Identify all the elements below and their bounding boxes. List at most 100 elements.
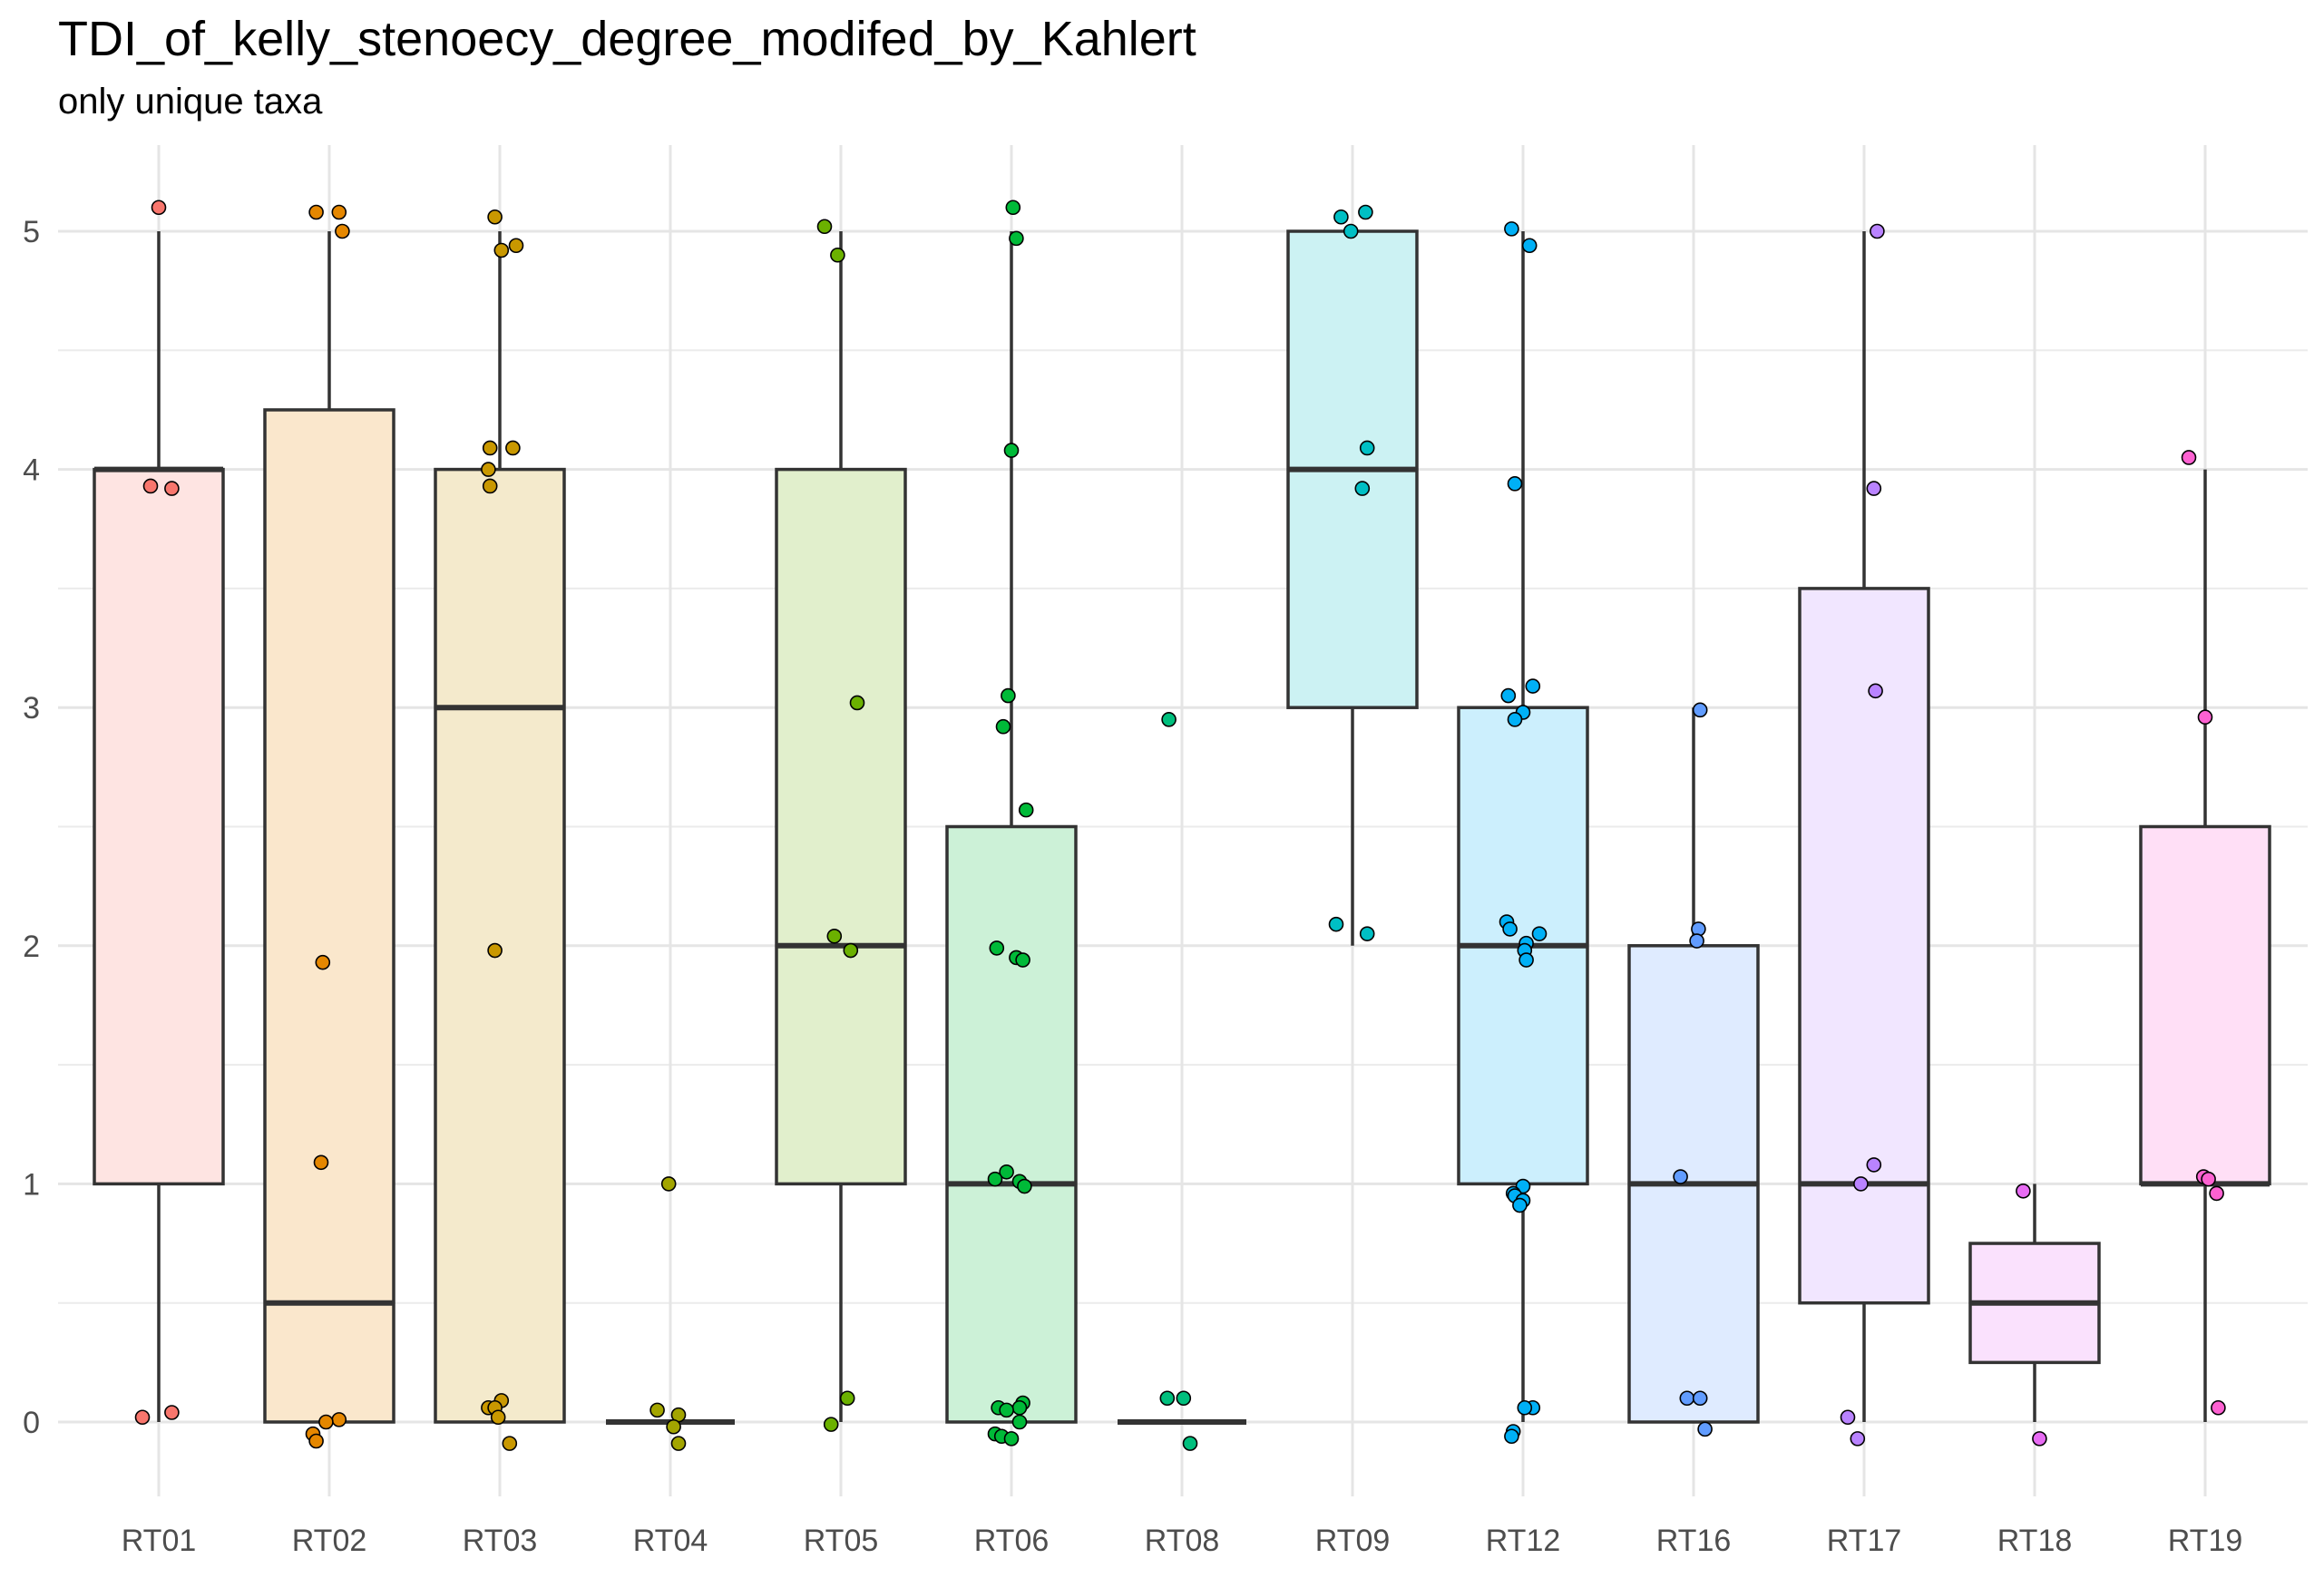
data-point [1003, 1431, 1020, 1446]
data-point [1328, 916, 1344, 932]
data-point [1003, 443, 1020, 458]
data-point [487, 209, 503, 225]
data-point [1866, 481, 1882, 496]
data-point [1697, 1421, 1713, 1437]
data-point [1500, 687, 1517, 704]
x-tick-label: RT17 [1827, 1524, 1902, 1558]
tick-labels-layer: 0 1 2 3 4 5 RT01 RT02 RT03 RT04 RT05 RT06 RT08 RT09 RT… [23, 215, 2242, 1558]
data-point [823, 1417, 839, 1432]
data-point [1182, 1436, 1198, 1451]
data-point [989, 940, 1005, 956]
data-point [2197, 709, 2213, 726]
data-point [839, 1390, 855, 1407]
data-point [1343, 223, 1359, 239]
data-point [1525, 678, 1541, 694]
data-point [1507, 476, 1523, 492]
data-point [502, 1436, 518, 1451]
data-point [508, 238, 524, 254]
y-tick-label: 0 [23, 1406, 40, 1440]
data-point [995, 718, 1011, 735]
data-point [308, 204, 324, 220]
x-tick-label: RT04 [633, 1524, 708, 1558]
data-point [2032, 1431, 2047, 1446]
y-tick-label: 3 [23, 691, 40, 726]
data-point [1689, 933, 1704, 949]
data-point [1673, 1169, 1688, 1184]
data-point [666, 1418, 681, 1435]
data-point [999, 1164, 1014, 1180]
data-point [142, 478, 159, 494]
points-layer [134, 200, 2226, 1451]
data-point [649, 1402, 665, 1418]
data-point [313, 1154, 329, 1171]
data-point [1018, 802, 1034, 818]
data-point [1015, 952, 1030, 968]
data-point [1692, 1390, 1708, 1407]
data-point [1161, 712, 1177, 727]
data-point [1011, 1414, 1028, 1430]
data-point [331, 1412, 347, 1427]
data-point [335, 223, 350, 239]
x-tick-label: RT18 [1997, 1524, 2073, 1558]
data-point [487, 942, 503, 959]
data-point [490, 1409, 506, 1426]
data-point [1840, 1409, 1856, 1426]
data-point [1358, 204, 1373, 220]
data-point [1521, 238, 1538, 254]
data-point [1517, 1399, 1533, 1416]
data-point [2209, 1185, 2224, 1202]
data-point [1518, 952, 1534, 968]
data-point [1868, 683, 1883, 699]
data-point [2181, 450, 2197, 465]
x-tick-label: RT09 [1315, 1524, 1391, 1558]
x-tick-label: RT05 [804, 1524, 879, 1558]
data-point [1001, 687, 1016, 704]
data-point [1359, 926, 1375, 941]
data-point [1502, 921, 1518, 937]
box-RT02 [263, 408, 395, 1424]
data-point [2211, 1399, 2226, 1416]
data-point [1176, 1390, 1192, 1407]
box-RT01 [93, 467, 225, 1186]
data-point [987, 1171, 1003, 1187]
box-RT17 [1798, 587, 1930, 1305]
box-RT19 [2139, 824, 2271, 1186]
y-tick-label: 4 [23, 453, 40, 488]
data-point [2016, 1183, 2031, 1199]
data-point [134, 1409, 151, 1426]
data-point [1009, 230, 1024, 247]
y-tick-label: 5 [23, 215, 40, 249]
box-RT06 [945, 824, 1078, 1424]
data-point [1359, 440, 1375, 456]
x-tick-label: RT02 [292, 1524, 367, 1558]
data-point [660, 1176, 677, 1192]
data-point [308, 1433, 324, 1449]
data-point [493, 242, 510, 258]
data-point [1870, 223, 1885, 239]
data-point [151, 200, 167, 216]
data-point [1512, 1197, 1528, 1213]
data-point [164, 481, 180, 496]
data-point [1333, 209, 1349, 225]
box-RT05 [775, 467, 907, 1186]
chart-title: TDI_of_kelly_stenoecy_degree_modifed_by_… [58, 12, 1196, 66]
data-point [999, 1402, 1014, 1418]
data-point [2201, 1171, 2216, 1187]
data-point [1504, 221, 1519, 237]
chart-subtitle: only unique taxa [58, 82, 323, 122]
data-point [331, 204, 347, 220]
data-point [482, 478, 498, 494]
data-point [1850, 1431, 1866, 1446]
data-point [1504, 1428, 1519, 1445]
x-tick-label: RT01 [122, 1524, 197, 1558]
data-point [826, 928, 843, 944]
data-point [315, 954, 331, 970]
x-tick-label: RT12 [1486, 1524, 1561, 1558]
data-point [164, 1405, 180, 1420]
boxes-layer [93, 229, 2271, 1425]
data-point [1017, 1178, 1032, 1194]
x-tick-label: RT08 [1145, 1524, 1220, 1558]
data-point [1507, 712, 1523, 727]
x-tick-label: RT03 [463, 1524, 538, 1558]
